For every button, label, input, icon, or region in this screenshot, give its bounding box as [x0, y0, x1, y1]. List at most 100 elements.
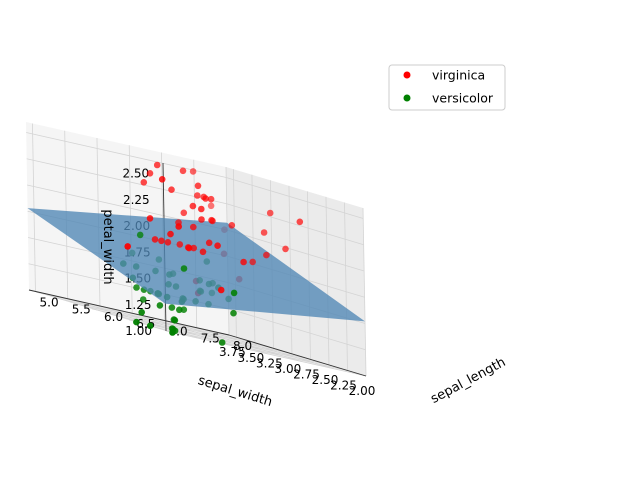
scatter-point-virginica: [158, 176, 166, 183]
scatter-point-virginica: [146, 215, 154, 222]
x-tick-label: 7.5: [201, 332, 220, 346]
scatter-point-versicolor: [156, 302, 164, 309]
grid-line-z: [226, 177, 364, 219]
scatter-point-virginica: [228, 222, 236, 229]
y-tick-label: 2.25: [330, 379, 357, 393]
scatter-point-versicolor: [230, 289, 238, 297]
grid-line-z: [26, 158, 227, 205]
regression-plane: [27, 208, 365, 322]
regression-surface: [27, 208, 365, 322]
grid-line-y: [344, 202, 348, 371]
x-tick-label: 5.0: [40, 296, 59, 310]
grid-line-y: [165, 330, 367, 377]
scatter-point-versicolor: [168, 304, 176, 311]
scatter-point-virginica: [189, 202, 197, 210]
scatter-point-virginica: [296, 218, 304, 226]
grid-line-z: [226, 203, 364, 246]
scatter-point-versicolor: [136, 231, 144, 239]
scatter-point-virginica: [199, 248, 207, 256]
y-tick-label: 2.50: [312, 373, 339, 387]
grid-line-y: [307, 191, 311, 360]
scatter-point-versicolor: [180, 265, 188, 272]
x-tick-label: 6.0: [104, 310, 123, 324]
scatter-point-virginica: [158, 237, 165, 245]
scatter-point-virginica: [176, 241, 184, 248]
scatter-point-virginica: [263, 251, 270, 259]
scatter-point-versicolor: [138, 309, 145, 316]
scatter-point-virginica: [198, 205, 205, 213]
z-tick-label: 2.25: [123, 193, 150, 207]
scatter-point-virginica: [151, 236, 159, 243]
scatter-point-virginica: [164, 239, 172, 246]
y-axis-label: sepal_width: [196, 373, 274, 410]
scatter-point-virginica: [208, 216, 215, 224]
grid-line-y: [36, 291, 237, 338]
z-tick-label: 1.00: [125, 324, 152, 338]
scatter-point-virginica: [194, 192, 201, 199]
y-tick-label: 3.25: [256, 356, 283, 370]
y-tick-label: 3.50: [238, 351, 265, 365]
scatter-point-virginica: [202, 195, 209, 202]
grid-line-z: [228, 308, 366, 351]
grid-line-y: [147, 325, 348, 371]
scatter-point-virginica: [249, 258, 256, 266]
scatter-point-virginica: [240, 258, 247, 266]
legend: virginica versicolor: [388, 64, 506, 111]
scatter-point-versicolor: [176, 306, 183, 314]
grid-line-y: [91, 308, 293, 355]
scatter-point-versicolor: [146, 322, 154, 330]
scatter-point-virginica: [214, 242, 221, 249]
scatter-point-versicolor: [230, 309, 237, 317]
scatter-point-virginica: [168, 186, 175, 193]
scatter-point-versicolor: [139, 296, 147, 303]
scatter-point-virginica: [146, 170, 154, 177]
scatter-point-virginica: [140, 179, 148, 186]
x-axis-label: sepal_length: [428, 355, 508, 407]
scatter-point-virginica: [266, 209, 274, 217]
y-tick-label: 3.75: [219, 345, 246, 359]
scatter-point-virginica: [194, 182, 202, 190]
grid-line-y: [54, 297, 256, 344]
grid-line-y: [110, 313, 311, 360]
scatter-point-virginica: [190, 223, 197, 231]
x-tick-label: 8.0: [233, 339, 252, 353]
legend-label-versicolor: versicolor: [432, 91, 494, 106]
scatter-point-virginica: [180, 209, 188, 217]
scatter-point-virginica: [205, 239, 213, 247]
z-tick-label: 1.25: [125, 298, 152, 312]
grid-line-x: [32, 123, 36, 292]
scatter-point-virginica: [207, 202, 215, 210]
scatter-point-virginica: [124, 243, 131, 250]
scatter-point-virginica: [179, 167, 187, 175]
scatter-point-virginica: [185, 244, 193, 252]
legend-marker-versicolor: [403, 94, 411, 102]
legend-frame: [388, 64, 506, 111]
x-axis-line: [28, 289, 230, 336]
scatter-point-virginica: [217, 286, 225, 294]
scatter-point-virginica: [282, 245, 289, 253]
y-tick-label: 2.00: [349, 384, 376, 398]
grid-line-y: [128, 319, 330, 366]
scatter-point-versicolor: [171, 327, 179, 335]
grid-line-y: [362, 207, 367, 377]
scatter-point-virginica: [260, 229, 268, 236]
z-tick-label: 2.50: [122, 167, 149, 181]
legend-marker-virginica: [403, 71, 411, 79]
scatter-point-virginica: [190, 244, 197, 252]
scatter-point-versicolor: [133, 318, 140, 326]
points-in-front-of-plane: [124, 161, 304, 297]
z-axis-label: petal_width: [100, 209, 115, 284]
grid-line-y: [325, 196, 330, 365]
y-tick-label: 3.00: [275, 362, 302, 376]
scatter-point-virginica: [153, 161, 161, 169]
scatter-point-versicolor: [218, 339, 226, 346]
scatter-point-virginica: [175, 223, 182, 230]
x-tick-label: 5.5: [72, 303, 91, 317]
scatter-point-virginica: [167, 230, 174, 238]
grid-line-z: [227, 229, 365, 272]
scatter-point-versicolor: [133, 284, 140, 291]
pane-left: [226, 167, 366, 376]
scatter-point-versicolor: [171, 317, 179, 324]
scatter-point-virginica: [198, 216, 205, 223]
scatter-point-virginica: [207, 195, 215, 203]
